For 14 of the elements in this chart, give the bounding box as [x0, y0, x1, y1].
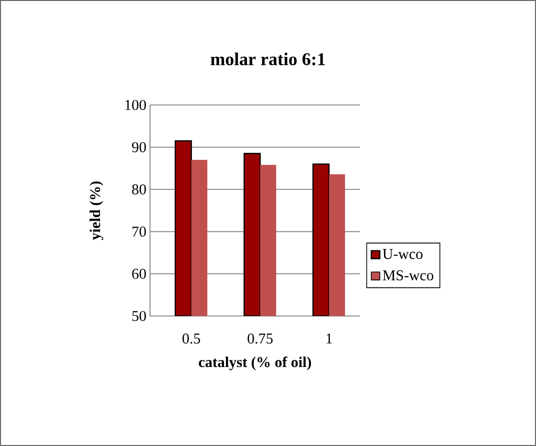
x-axis-title: catalyst (% of oil) [198, 356, 311, 370]
legend-label: MS-wco [382, 270, 434, 280]
chart-title: molar ratio 6:1 [210, 52, 325, 66]
y-tick-label: 70 [132, 226, 146, 237]
legend-label: U-wco [382, 249, 422, 259]
y-tick-label: 50 [132, 310, 146, 322]
y-axis-title: yield (%) [90, 182, 104, 240]
y-tick-label: 100 [125, 100, 146, 110]
y-tick-label: 60 [132, 268, 146, 279]
y-tick-label: 90 [132, 142, 146, 152]
x-tick-label: 0.5 [182, 334, 200, 344]
x-tick-label: 0.75 [248, 334, 273, 344]
x-tick-label: 1 [326, 334, 332, 344]
y-tick-label: 80 [132, 184, 146, 194]
